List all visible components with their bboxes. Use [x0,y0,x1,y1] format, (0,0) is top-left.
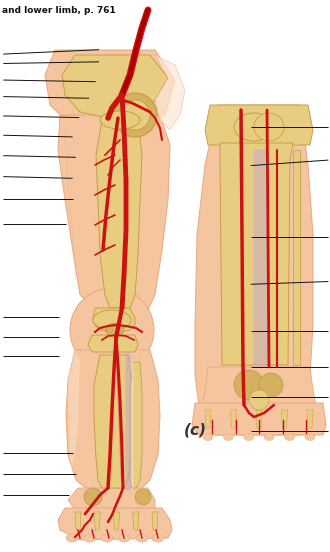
Ellipse shape [234,113,274,141]
Ellipse shape [152,534,164,542]
Circle shape [234,370,264,400]
Polygon shape [68,488,155,510]
Polygon shape [58,115,170,312]
Ellipse shape [264,433,274,440]
Polygon shape [75,512,81,530]
Polygon shape [202,367,316,405]
Polygon shape [66,350,160,492]
Polygon shape [58,508,172,540]
Polygon shape [155,55,185,130]
Polygon shape [205,105,313,145]
Polygon shape [62,55,168,118]
Polygon shape [307,410,313,428]
Polygon shape [88,335,138,352]
Ellipse shape [254,113,284,141]
Ellipse shape [118,534,130,542]
Polygon shape [45,50,175,135]
Circle shape [259,373,283,397]
Polygon shape [93,308,135,333]
Polygon shape [230,410,237,428]
Polygon shape [152,512,158,530]
Ellipse shape [101,534,113,542]
Ellipse shape [100,111,140,129]
Polygon shape [281,410,287,428]
Ellipse shape [203,433,213,440]
Circle shape [70,288,154,372]
Ellipse shape [305,433,315,440]
Polygon shape [94,355,132,488]
Polygon shape [205,410,211,428]
Polygon shape [114,512,119,530]
Polygon shape [256,410,262,428]
Circle shape [249,390,269,410]
Ellipse shape [93,310,131,330]
Circle shape [113,93,157,137]
Ellipse shape [284,433,295,440]
Ellipse shape [223,433,233,440]
Polygon shape [220,143,293,365]
Polygon shape [94,512,100,530]
Ellipse shape [84,534,96,542]
Ellipse shape [136,534,148,542]
Circle shape [135,489,151,505]
Polygon shape [192,403,326,435]
Circle shape [120,100,150,130]
Text: (c): (c) [183,422,207,438]
Ellipse shape [244,433,254,440]
Polygon shape [133,512,139,530]
Ellipse shape [66,534,78,542]
Polygon shape [96,120,142,308]
Polygon shape [293,150,300,365]
Polygon shape [195,105,313,435]
Text: and lower limb, p. 761: and lower limb, p. 761 [2,6,116,15]
Polygon shape [86,340,143,358]
Polygon shape [130,362,142,488]
Circle shape [84,488,102,506]
Polygon shape [68,350,80,470]
Ellipse shape [106,323,124,337]
